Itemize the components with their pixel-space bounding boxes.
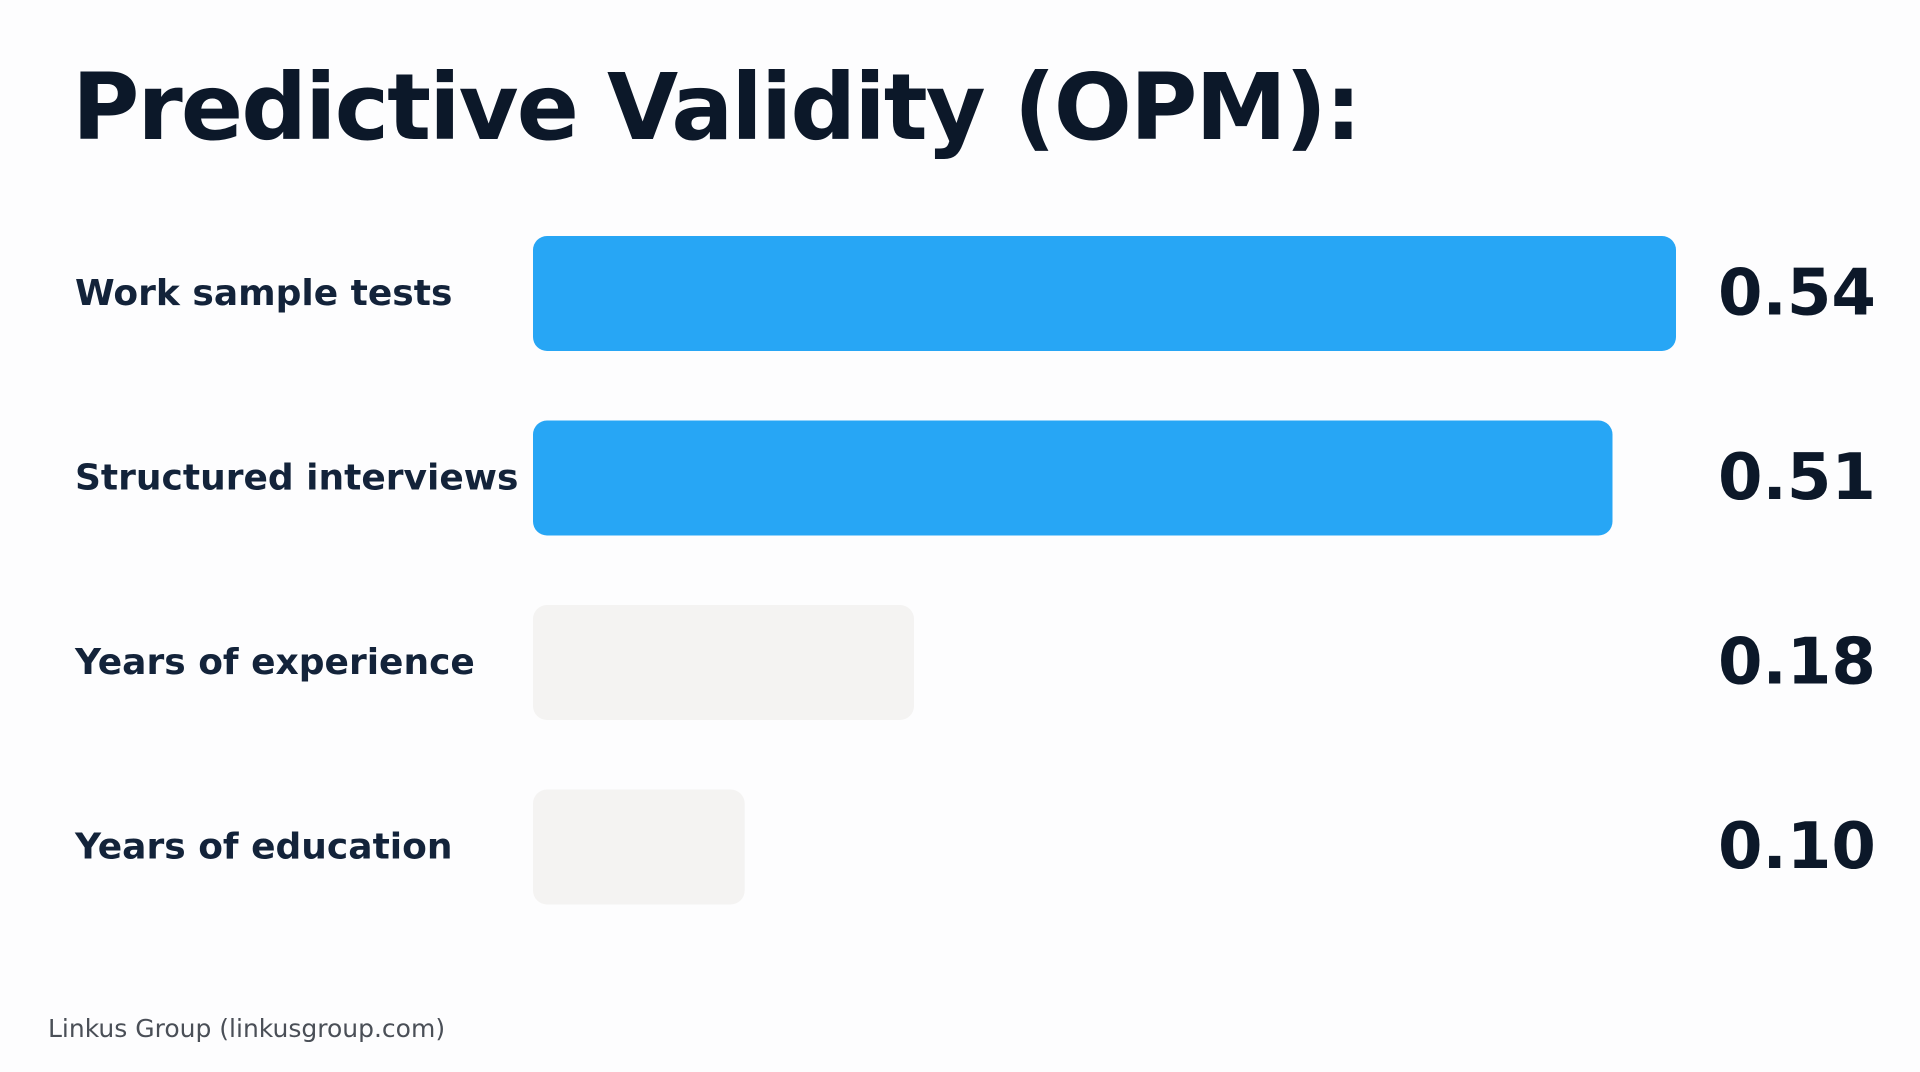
value-label: 0.18: [1718, 626, 1876, 700]
value-label: 0.10: [1718, 810, 1876, 884]
bar-row: Work sample tests 0.54: [75, 236, 1876, 351]
bar-row: Years of education 0.10: [74, 789, 1876, 905]
bar: [533, 605, 914, 720]
category-label: Years of experience: [74, 642, 475, 683]
bar-row: Years of experience 0.18: [74, 605, 1876, 720]
bar-row: Structured interviews 0.51: [75, 420, 1876, 536]
chart-title: Predictive Validity (OPM):: [72, 54, 1362, 161]
bar: [533, 236, 1676, 351]
bars-layer: Work sample tests 0.54 Structured intervie…: [74, 236, 1876, 905]
category-label: Structured interviews: [75, 458, 518, 499]
bar: [533, 420, 1613, 536]
bar: [533, 789, 745, 905]
source-credit: Linkus Group (linkusgroup.com): [48, 1014, 446, 1043]
value-label: 0.54: [1718, 257, 1876, 331]
value-label: 0.51: [1718, 441, 1876, 515]
category-label: Years of education: [74, 827, 452, 868]
category-label: Work sample tests: [75, 273, 452, 314]
